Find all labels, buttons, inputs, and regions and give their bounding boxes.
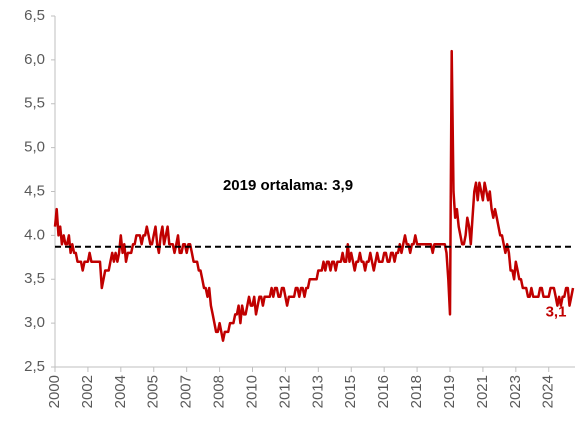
y-tick-label: 6,0 [24, 51, 45, 68]
x-tick-label: 2002 [79, 375, 96, 408]
end-label: 3,1 [546, 303, 567, 320]
y-tick-label: 5,5 [24, 95, 45, 112]
y-tick-label: 3,0 [24, 314, 45, 331]
y-tick-label: 5,0 [24, 139, 45, 156]
reference-label: 2019 ortalama: 3,9 [223, 177, 353, 194]
x-tick-label: 2000 [46, 375, 63, 408]
x-tick-label: 2023 [507, 375, 524, 408]
y-tick-label: 2,5 [24, 358, 45, 375]
x-tick-label: 2019 [441, 375, 458, 408]
x-tick-label: 2008 [211, 375, 228, 408]
x-tick-label: 2018 [408, 375, 425, 408]
x-tick-label: 2004 [112, 375, 129, 408]
x-tick-label: 2012 [276, 375, 293, 408]
y-tick-label: 4,5 [24, 182, 45, 199]
y-tick-label: 3,5 [24, 270, 45, 287]
x-tick-label: 2015 [342, 375, 359, 408]
x-tick-label: 2021 [474, 375, 491, 408]
y-tick-label: 6,5 [24, 7, 45, 24]
x-tick-label: 2010 [243, 375, 260, 408]
x-tick-label: 2016 [375, 375, 392, 408]
x-tick-label: 2005 [145, 375, 162, 408]
data-line [53, 49, 575, 342]
x-tick-label: 2007 [178, 375, 195, 408]
x-tick-label: 2013 [309, 375, 326, 408]
x-tick-label: 2024 [540, 375, 557, 408]
y-tick-label: 4.0 [24, 226, 45, 243]
